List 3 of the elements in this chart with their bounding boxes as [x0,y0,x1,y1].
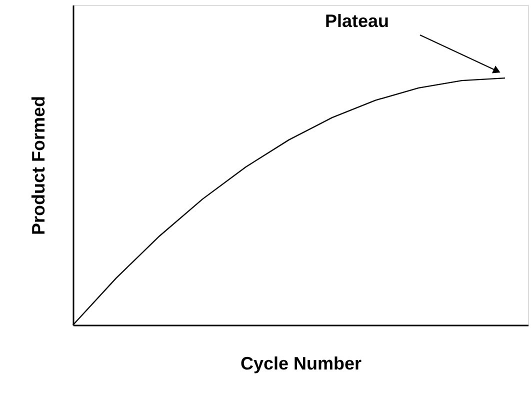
text: Plateau [324,11,390,31]
y-axis-title: Product Formed [28,96,48,236]
x-axis-title: Cycle Number [240,354,362,374]
